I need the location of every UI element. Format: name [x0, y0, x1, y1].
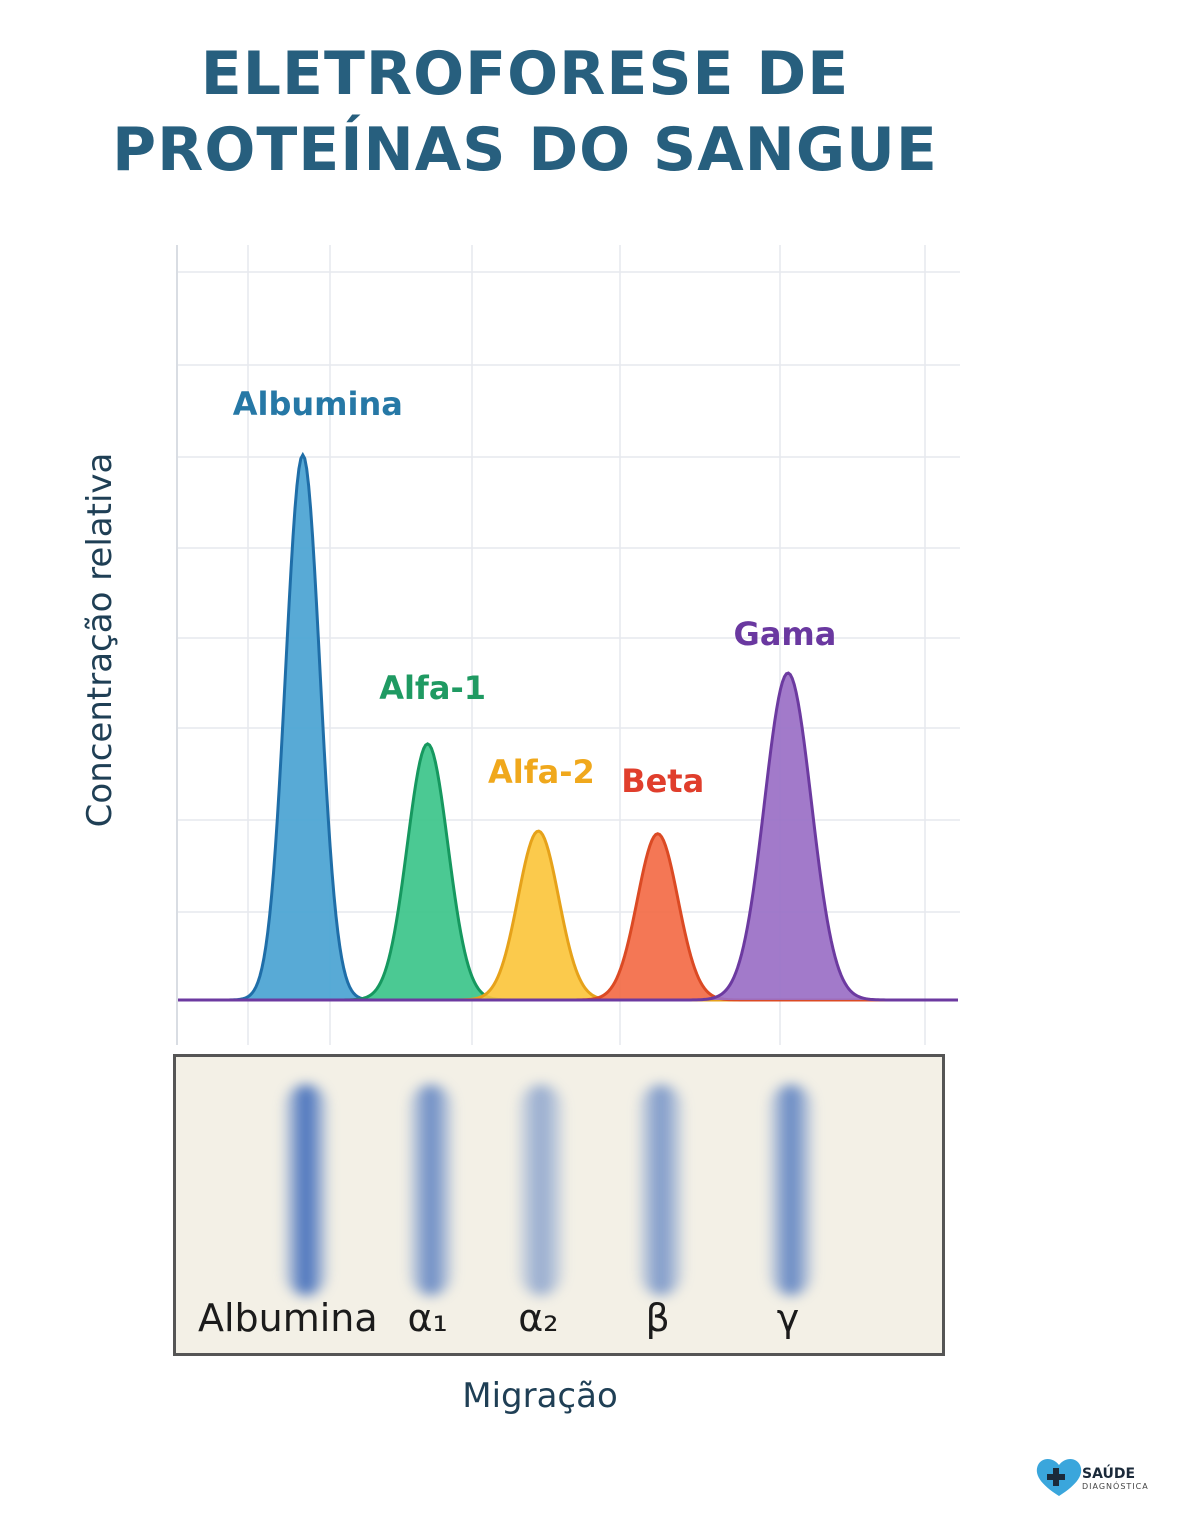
gel-band — [638, 1085, 683, 1295]
gel-band — [768, 1085, 813, 1295]
brand-subtitle: DIAGNÓSTICA — [1082, 1482, 1149, 1491]
peak-label-alfa-1: Alfa-1 — [379, 669, 486, 707]
chart-peak-labels: Albumina Alfa-1 Alfa-2 Beta Gama — [233, 385, 837, 800]
gel-lane-label: γ — [776, 1296, 800, 1340]
title-line-2: PROTEÍNAS DO SANGUE — [112, 115, 938, 185]
y-axis-label: Concentração relativa — [80, 452, 120, 828]
brand-name: SAÚDE — [1082, 1466, 1136, 1482]
gel-band — [519, 1085, 564, 1295]
gel-strip — [173, 1054, 945, 1356]
peak-area-alfa-2 — [178, 831, 958, 1000]
x-axis-label: Migração — [462, 1376, 618, 1416]
peak-label-albumina: Albumina — [233, 385, 403, 423]
brand-logo: SAÚDE DIAGNÓSTICA — [1082, 1466, 1149, 1491]
gel-band — [408, 1085, 453, 1295]
peak-area-gama — [178, 673, 958, 1000]
gel-lane-label: α₂ — [518, 1296, 559, 1340]
gel-lane-label: α₁ — [407, 1296, 448, 1340]
page-title: ELETROFORESE DE PROTEÍNAS DO SANGUE — [0, 36, 1050, 188]
title-line-1: ELETROFORESE DE — [200, 39, 850, 109]
gel-band — [283, 1085, 328, 1295]
peak-label-beta: Beta — [621, 762, 704, 800]
chart-areas — [178, 451, 958, 1002]
gel-lane-label: β — [645, 1296, 670, 1340]
peak-line-gama — [178, 671, 958, 1002]
peak-label-gama: Gama — [734, 615, 837, 653]
peak-label-alfa-2: Alfa-2 — [488, 753, 595, 791]
heart-logo-icon — [1036, 1459, 1082, 1496]
gel-lane-label: Albumina — [197, 1296, 378, 1340]
